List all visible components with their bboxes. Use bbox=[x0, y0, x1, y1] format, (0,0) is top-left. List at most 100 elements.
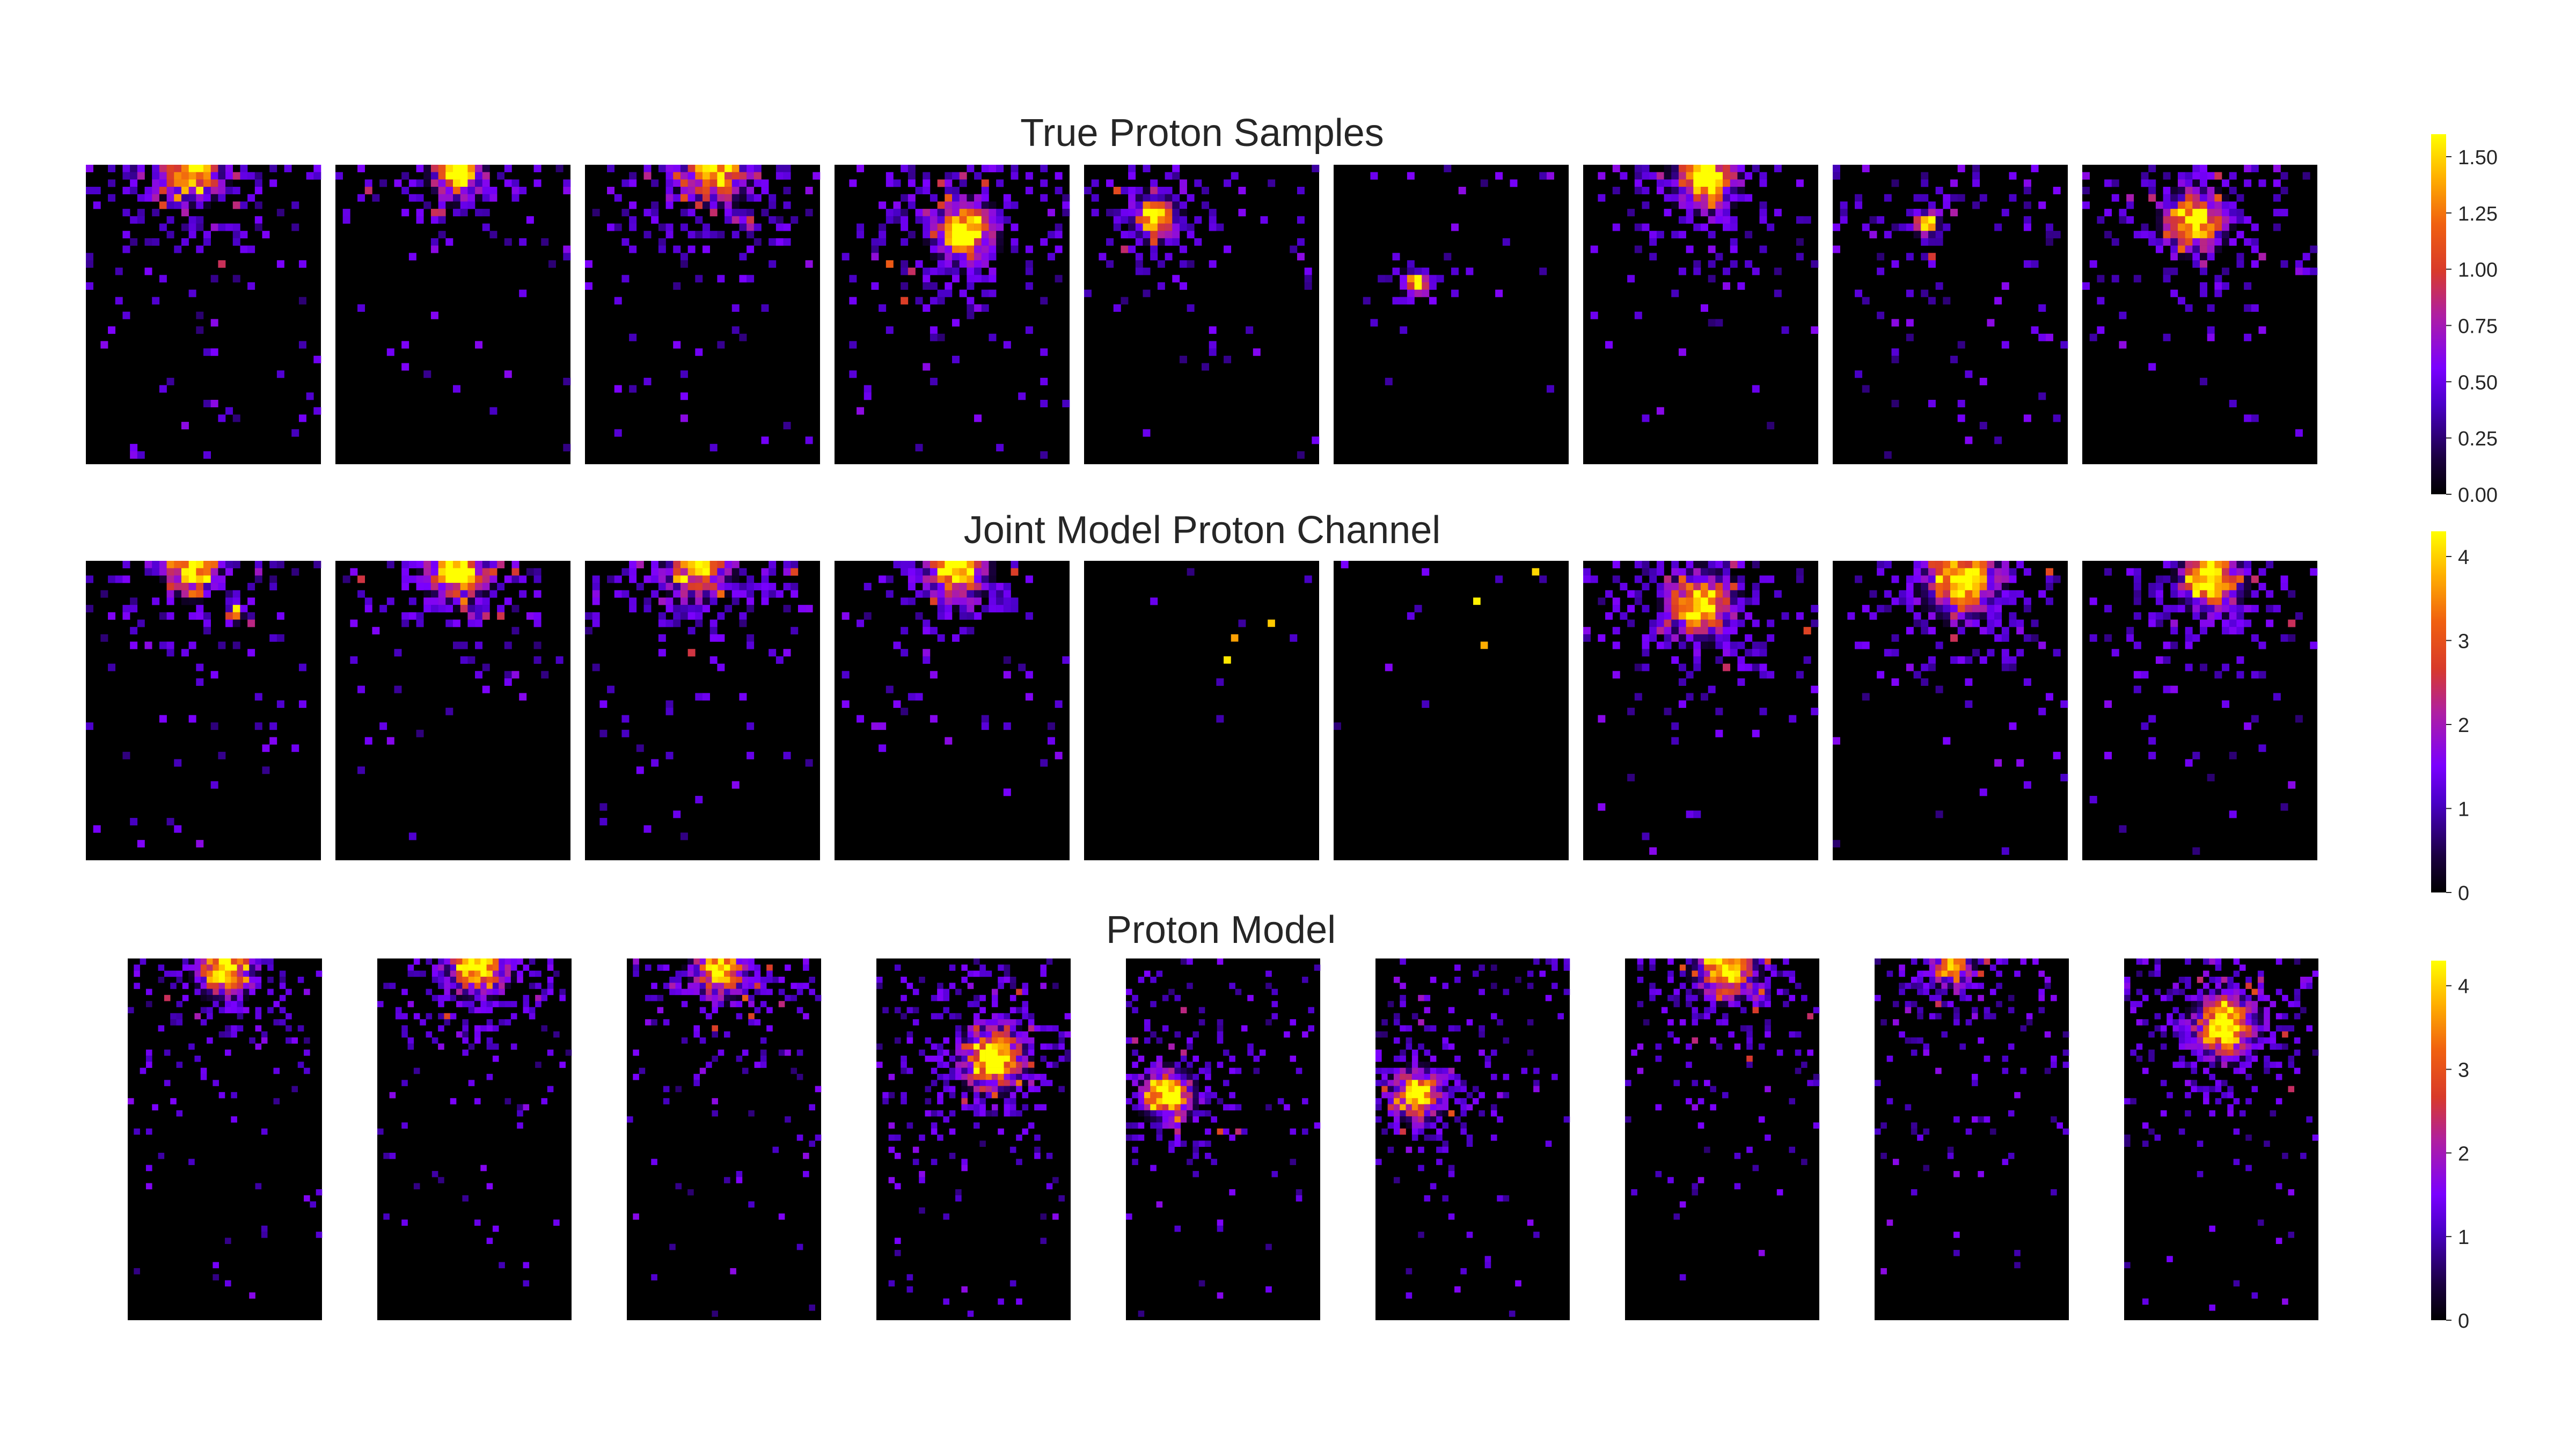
heatmap-cell bbox=[372, 627, 380, 635]
heatmap-cell bbox=[1686, 964, 1692, 971]
heatmap-cell bbox=[1162, 1092, 1169, 1099]
heatmap-cell bbox=[170, 1098, 177, 1104]
heatmap-cell bbox=[1774, 209, 1782, 217]
heatmap-cell bbox=[1003, 194, 1011, 202]
heatmap-cell bbox=[1381, 1092, 1388, 1099]
heatmap-cell bbox=[430, 583, 438, 591]
heatmap-cell bbox=[981, 275, 989, 283]
heatmap-cell bbox=[1807, 1013, 1813, 1020]
heatmap-cell bbox=[159, 223, 167, 231]
heatmap-cell bbox=[981, 575, 989, 583]
heatmap-cell bbox=[2203, 1056, 2209, 1062]
heatmap-cell bbox=[2203, 1001, 2209, 1007]
heatmap-cell bbox=[316, 1189, 323, 1196]
heatmap-cell bbox=[709, 583, 718, 591]
heatmap-cell bbox=[2009, 568, 2017, 576]
heatmap-cell bbox=[1598, 194, 1606, 202]
heatmap-cell bbox=[254, 722, 262, 730]
heatmap-cell bbox=[901, 1092, 907, 1099]
heatmap-cell bbox=[974, 561, 982, 568]
heatmap-cell bbox=[486, 1037, 493, 1044]
heatmap-cell bbox=[1697, 989, 1704, 996]
heatmap-cell bbox=[1205, 1153, 1211, 1159]
heatmap-cell bbox=[695, 693, 703, 701]
heatmap-cell bbox=[1686, 634, 1694, 642]
heatmap-cell bbox=[1929, 970, 1936, 977]
heatmap-cell bbox=[1667, 976, 1674, 983]
heatmap-cell bbox=[651, 1019, 657, 1026]
heatmap-cell bbox=[885, 172, 894, 180]
heatmap-panel-7 bbox=[1625, 958, 1820, 1320]
heatmap-cell bbox=[923, 216, 931, 224]
heatmap-cell bbox=[912, 989, 919, 996]
heatmap-cell bbox=[1363, 297, 1371, 305]
heatmap-cell bbox=[981, 722, 989, 730]
heatmap-cell bbox=[2148, 715, 2156, 723]
heatmap-cell bbox=[1917, 983, 1923, 989]
heatmap-cell bbox=[1016, 1062, 1022, 1068]
heatmap-cell bbox=[2264, 994, 2270, 1001]
heatmap-cell bbox=[2207, 304, 2215, 312]
heatmap-cell bbox=[1016, 1086, 1022, 1093]
heatmap-cell bbox=[1253, 348, 1261, 356]
heatmap-cell bbox=[517, 1104, 523, 1111]
heatmap-cell bbox=[1928, 209, 1936, 217]
heatmap-cell bbox=[717, 231, 725, 239]
heatmap-cell bbox=[747, 641, 755, 649]
heatmap-cell bbox=[2251, 671, 2259, 679]
heatmap-cell bbox=[1693, 201, 1701, 209]
heatmap-cell bbox=[196, 194, 204, 202]
heatmap-cell bbox=[1460, 1268, 1467, 1275]
heatmap-cell bbox=[1935, 216, 1943, 224]
heatmap-cell bbox=[1009, 976, 1016, 983]
heatmap-cell bbox=[945, 597, 953, 605]
heatmap-cell bbox=[453, 568, 460, 576]
heatmap-cell bbox=[1935, 994, 1942, 1001]
heatmap-cell bbox=[1430, 1183, 1437, 1190]
heatmap-cell bbox=[445, 561, 453, 568]
heatmap-cell bbox=[791, 568, 799, 576]
heatmap-cell bbox=[1723, 179, 1731, 187]
heatmap-cell bbox=[1004, 1043, 1011, 1050]
heatmap-cell bbox=[1009, 1280, 1016, 1287]
heatmap-cell bbox=[1011, 223, 1019, 231]
heatmap-cell bbox=[747, 223, 755, 231]
heatmap-cell bbox=[254, 568, 262, 576]
heatmap-cell bbox=[504, 964, 511, 971]
heatmap-cell bbox=[1701, 605, 1708, 613]
heatmap-cell bbox=[1928, 253, 1936, 261]
heatmap-cell bbox=[943, 1116, 950, 1123]
heatmap-cell bbox=[166, 568, 174, 576]
heatmap-cell bbox=[717, 179, 725, 187]
heatmap-cell bbox=[159, 179, 167, 187]
heatmap-cell bbox=[1484, 1256, 1491, 1262]
heatmap-cell bbox=[159, 715, 167, 723]
heatmap-cell bbox=[1965, 700, 1973, 708]
heatmap-cell bbox=[1722, 970, 1729, 977]
heatmap-cell bbox=[1686, 989, 1692, 996]
heatmap-cell bbox=[1928, 627, 1936, 635]
heatmap-cell bbox=[486, 994, 493, 1001]
heatmap-cell bbox=[1004, 1110, 1011, 1117]
heatmap-cell bbox=[255, 1007, 262, 1014]
heatmap-cell bbox=[200, 983, 207, 989]
heatmap-cell bbox=[985, 1086, 992, 1093]
heatmap-cell bbox=[1143, 187, 1151, 195]
heatmap-cell bbox=[1833, 165, 1840, 172]
heatmap-cell bbox=[2251, 575, 2259, 583]
heatmap-cell bbox=[1943, 575, 1951, 583]
heatmap-cell bbox=[2200, 179, 2207, 187]
heatmap-cell bbox=[2233, 1037, 2240, 1044]
heatmap-cell bbox=[1664, 583, 1672, 591]
heatmap-cell bbox=[702, 568, 710, 576]
heatmap-cell bbox=[1179, 223, 1187, 231]
heatmap-cell bbox=[1765, 964, 1771, 971]
heatmap-cell bbox=[1058, 1037, 1065, 1044]
heatmap-cell bbox=[1987, 583, 1995, 591]
heatmap-cell bbox=[1174, 1135, 1181, 1141]
heatmap-cell bbox=[1923, 970, 1930, 977]
heatmap-cell bbox=[1022, 1067, 1029, 1074]
heatmap-cell bbox=[961, 1286, 968, 1293]
heatmap-cell bbox=[961, 1159, 968, 1165]
heatmap-cell bbox=[680, 590, 688, 598]
